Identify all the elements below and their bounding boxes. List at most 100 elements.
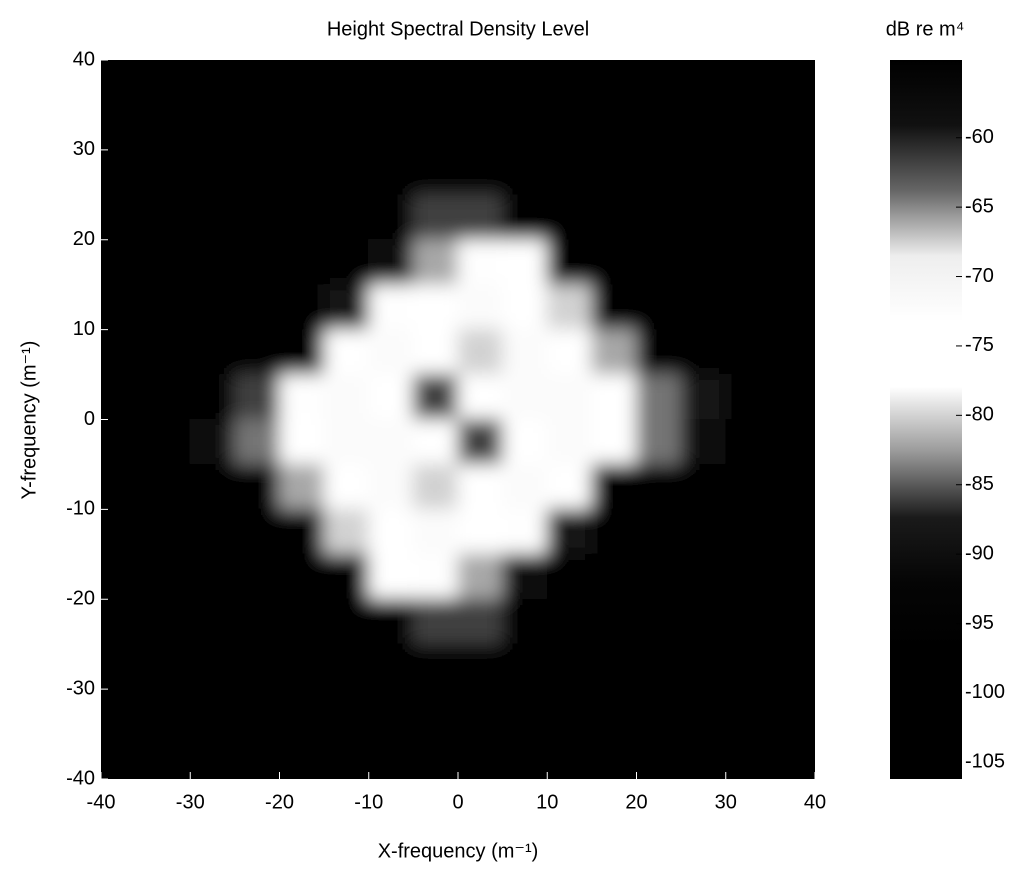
heatmap-cell bbox=[502, 374, 548, 420]
heatmap-cell bbox=[412, 329, 459, 376]
heatmap-cell bbox=[769, 643, 815, 690]
heatmap-cell bbox=[189, 553, 236, 600]
colorbar-tick-label: -105 bbox=[965, 751, 1005, 773]
heatmap-cell bbox=[636, 553, 682, 600]
heatmap-cell bbox=[368, 60, 414, 106]
heatmap-cell bbox=[502, 239, 548, 286]
heatmap-cell bbox=[101, 598, 147, 645]
x-tick-label: -40 bbox=[87, 791, 116, 813]
heatmap-cell bbox=[680, 508, 727, 555]
heatmap-cell bbox=[368, 598, 414, 645]
heatmap-cell bbox=[189, 104, 236, 151]
y-axis-label: Y-frequency (m⁻¹) bbox=[18, 341, 40, 500]
heatmap-cell bbox=[323, 643, 370, 690]
heatmap-cell bbox=[502, 60, 548, 106]
heatmap-cell bbox=[457, 688, 504, 735]
heatmap-cell bbox=[591, 419, 637, 465]
heatmap-cell bbox=[591, 733, 637, 779]
heatmap-cell bbox=[279, 688, 325, 735]
heatmap-cell bbox=[502, 194, 548, 241]
heatmap-cell bbox=[279, 598, 325, 645]
heatmap-cell bbox=[769, 329, 815, 376]
heatmap-cell bbox=[546, 194, 593, 241]
heatmap-cell bbox=[368, 508, 414, 555]
heatmap-cell bbox=[234, 419, 280, 465]
colorbar-tick-label: -70 bbox=[965, 265, 994, 287]
heatmap-cell bbox=[279, 733, 325, 779]
colorbar-tick-label: -60 bbox=[965, 126, 994, 148]
heatmap-cell bbox=[546, 284, 593, 331]
heatmap-cell bbox=[546, 419, 593, 465]
heatmap-cell bbox=[368, 239, 414, 286]
x-tick-label: 20 bbox=[625, 791, 647, 813]
heatmap-cell bbox=[234, 239, 280, 286]
heatmap-cell bbox=[323, 329, 370, 376]
heatmap-cell bbox=[725, 688, 771, 735]
heatmap-cell bbox=[412, 60, 459, 106]
heatmap-cell bbox=[101, 329, 147, 376]
heatmap-cell bbox=[769, 284, 815, 331]
heatmap-cell bbox=[412, 553, 459, 600]
colorbar-tick-label: -75 bbox=[965, 334, 994, 356]
heatmap-cell bbox=[101, 688, 147, 735]
heatmap-cell bbox=[725, 419, 771, 465]
heatmap-cell bbox=[101, 733, 147, 779]
heatmap-cell bbox=[457, 643, 504, 690]
heatmap-cell bbox=[279, 239, 325, 286]
heatmap-cell bbox=[457, 419, 504, 465]
heatmap-cell bbox=[101, 194, 147, 241]
heatmap-cell bbox=[323, 239, 370, 286]
heatmap-cell bbox=[591, 194, 637, 241]
heatmap-cell bbox=[279, 374, 325, 420]
heatmap-cell bbox=[145, 239, 191, 286]
heatmap-cell bbox=[145, 419, 191, 465]
y-tick-label: 30 bbox=[73, 138, 95, 160]
colorbar-tick-label: -90 bbox=[965, 542, 994, 564]
heatmap-cell bbox=[368, 553, 414, 600]
heatmap-cell bbox=[591, 284, 637, 331]
heatmap-cell bbox=[680, 553, 727, 600]
heatmap-cell bbox=[101, 643, 147, 690]
heatmap-cell bbox=[636, 508, 682, 555]
x-tick-label: 10 bbox=[536, 791, 558, 813]
heatmap-cell bbox=[636, 284, 682, 331]
heatmap-cell bbox=[769, 733, 815, 779]
heatmap-cell bbox=[769, 194, 815, 241]
heatmap-cell bbox=[145, 284, 191, 331]
heatmap-cell bbox=[457, 329, 504, 376]
heatmap-cell bbox=[368, 284, 414, 331]
heatmap-cell bbox=[279, 60, 325, 106]
heatmap-cell bbox=[279, 329, 325, 376]
heatmap-cell bbox=[457, 104, 504, 151]
heatmap-cell bbox=[101, 60, 147, 106]
heatmap-cell bbox=[323, 553, 370, 600]
heatmap-cell bbox=[412, 688, 459, 735]
heatmap-cell bbox=[145, 329, 191, 376]
heatmap-cell bbox=[279, 104, 325, 151]
colorbar-tick-label: -100 bbox=[965, 681, 1005, 703]
heatmap-cell bbox=[145, 374, 191, 420]
heatmap-cell bbox=[680, 419, 727, 465]
heatmap-cell bbox=[323, 104, 370, 151]
heatmap bbox=[101, 60, 815, 779]
heatmap-cell bbox=[145, 463, 191, 510]
heatmap-cell bbox=[457, 598, 504, 645]
heatmap-cell bbox=[725, 104, 771, 151]
heatmap-cell bbox=[502, 419, 548, 465]
heatmap-cell bbox=[368, 374, 414, 420]
y-tick-label: 20 bbox=[73, 228, 95, 250]
heatmap-cell bbox=[101, 508, 147, 555]
heatmap-cell bbox=[636, 374, 682, 420]
heatmap-cell bbox=[725, 149, 771, 196]
heatmap-cell bbox=[145, 149, 191, 196]
x-axis-label: X-frequency (m⁻¹) bbox=[378, 840, 539, 862]
heatmap-cell bbox=[323, 688, 370, 735]
heatmap-cell bbox=[234, 553, 280, 600]
heatmap-cell bbox=[725, 598, 771, 645]
heatmap-cell bbox=[725, 329, 771, 376]
heatmap-cell bbox=[591, 553, 637, 600]
heatmap-cell bbox=[189, 374, 236, 420]
heatmap-cell bbox=[279, 284, 325, 331]
y-tick-label: -30 bbox=[66, 677, 95, 699]
